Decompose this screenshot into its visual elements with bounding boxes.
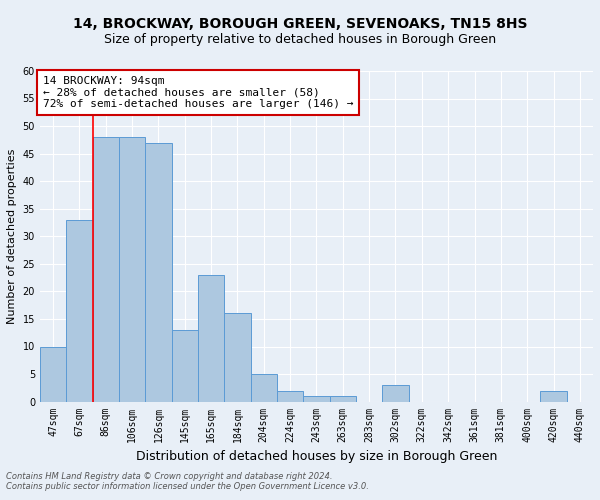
Bar xyxy=(172,330,198,402)
Bar xyxy=(145,142,172,402)
Y-axis label: Number of detached properties: Number of detached properties xyxy=(7,148,17,324)
Bar xyxy=(251,374,277,402)
Bar xyxy=(92,137,119,402)
Text: 14, BROCKWAY, BOROUGH GREEN, SEVENOAKS, TN15 8HS: 14, BROCKWAY, BOROUGH GREEN, SEVENOAKS, … xyxy=(73,18,527,32)
Bar xyxy=(329,396,356,402)
Bar xyxy=(40,346,66,402)
Text: 14 BROCKWAY: 94sqm
← 28% of detached houses are smaller (58)
72% of semi-detache: 14 BROCKWAY: 94sqm ← 28% of detached hou… xyxy=(43,76,353,109)
Text: Contains public sector information licensed under the Open Government Licence v3: Contains public sector information licen… xyxy=(6,482,369,491)
Bar xyxy=(382,385,409,402)
Bar xyxy=(277,390,303,402)
Bar xyxy=(119,137,145,402)
Bar xyxy=(198,275,224,402)
Text: Contains HM Land Registry data © Crown copyright and database right 2024.: Contains HM Land Registry data © Crown c… xyxy=(6,472,332,481)
Bar xyxy=(66,220,92,402)
Bar xyxy=(303,396,329,402)
Bar xyxy=(224,314,251,402)
X-axis label: Distribution of detached houses by size in Borough Green: Distribution of detached houses by size … xyxy=(136,450,497,463)
Text: Size of property relative to detached houses in Borough Green: Size of property relative to detached ho… xyxy=(104,32,496,46)
Bar xyxy=(541,390,567,402)
